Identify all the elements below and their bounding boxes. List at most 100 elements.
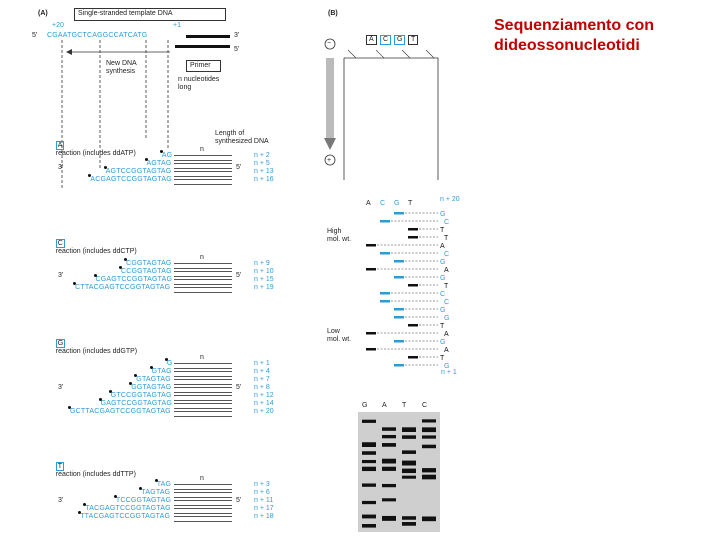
fragment-3prime: 3': [58, 272, 64, 279]
primer-line: [174, 484, 232, 490]
read-base: C: [444, 299, 449, 306]
fragment-length: n + 20: [254, 408, 274, 415]
autorad-band: [382, 443, 396, 447]
fragment-5prime: 5': [236, 164, 242, 171]
well-label: G: [394, 35, 406, 45]
primer-line: [174, 279, 232, 285]
fragment-length: n + 4: [254, 368, 270, 375]
primer-line: [174, 155, 232, 161]
gel-band: [408, 356, 418, 359]
template-sequence: CGAATGCTCAGGCCATCATG: [47, 32, 148, 39]
n-label: n: [200, 475, 204, 482]
read-base: T: [444, 283, 449, 290]
primer-label: Primer: [190, 62, 211, 69]
read-base: G: [440, 259, 445, 266]
read-base: T: [440, 323, 445, 330]
template-3prime: 3': [234, 32, 240, 39]
lane-label: T: [408, 200, 413, 207]
template-label: Single-stranded template DNA: [78, 10, 173, 17]
n-label: n: [200, 146, 204, 153]
gel-band: [366, 268, 376, 271]
fragment-length: n + 3: [254, 481, 270, 488]
reaction-a: A reaction (includes ddATP): [48, 134, 278, 166]
dideoxy-marker: [124, 258, 128, 261]
lane-label: G: [394, 200, 400, 207]
gel-band: [408, 284, 418, 287]
autorad-band: [362, 451, 376, 455]
autorad-band: [422, 468, 436, 473]
autorad-band: [362, 466, 376, 472]
fragment-sequence: CGAGTCCGGTAGTAG: [95, 276, 173, 283]
gel-band: [394, 212, 404, 215]
reaction-t-text: reaction (includes ddTTP): [55, 471, 136, 478]
gel-apparatus: [324, 38, 439, 180]
reaction-g: G reaction (includes ddGTP): [48, 332, 278, 364]
fragment-length: n + 6: [254, 489, 270, 496]
primer-line: [174, 516, 232, 522]
primer-line: [174, 287, 232, 293]
gel-band: [394, 260, 404, 263]
well-label: C: [380, 35, 392, 45]
autorad-band: [402, 450, 416, 454]
read-base: G: [440, 211, 445, 218]
autorad-lane-label: C: [422, 402, 428, 409]
gel-band: [380, 292, 390, 295]
autorad-band: [402, 427, 416, 432]
bottom-length-label: n + 1: [441, 369, 457, 376]
gel-band: [366, 244, 376, 247]
fragment-sequence: AGTCCGGTAGTAG: [105, 168, 172, 175]
autorad-band: [402, 435, 416, 439]
primer-line: [174, 387, 232, 393]
gel-band: [380, 220, 390, 223]
primer-line: [174, 411, 232, 417]
autorad-lane-label: T: [402, 402, 407, 409]
dideoxy-marker: [83, 503, 87, 506]
template-5prime: 5': [32, 32, 38, 39]
minus-sign: −: [327, 40, 332, 47]
dideoxy-marker: [139, 487, 143, 490]
autoradiograph: [358, 412, 440, 532]
fragment-length: n + 14: [254, 400, 274, 407]
fragment-sequence: G: [166, 360, 173, 367]
fragment-sequence: TACGAGTCCGGTAGTAG: [85, 505, 171, 512]
read-base: C: [444, 219, 449, 226]
pos-plus20: +20: [52, 22, 64, 29]
dideoxy-marker: [88, 174, 92, 177]
autorad-band: [362, 500, 376, 505]
dideoxy-marker: [129, 382, 133, 385]
primer-line: [174, 179, 232, 185]
autorad-band: [362, 514, 376, 519]
autorad-band: [382, 434, 396, 439]
dideoxy-marker: [134, 374, 138, 377]
autorad-band: [382, 515, 396, 521]
fragment-sequence: GAGTCCGGTAGTAG: [100, 400, 172, 407]
reaction-t: T reaction (includes ddTTP): [48, 455, 278, 487]
autorad-band: [362, 442, 376, 447]
template-label-box: Single-stranded template DNA: [74, 8, 226, 21]
read-base: C: [440, 291, 445, 298]
primer-box: Primer: [186, 60, 221, 72]
dideoxy-marker: [113, 495, 117, 498]
autorad-band: [402, 468, 416, 474]
fragment-length: n + 8: [254, 384, 270, 391]
read-base: G: [440, 307, 445, 314]
fragment-length: n + 7: [254, 376, 270, 383]
primer-line: [174, 500, 232, 506]
n-label: n: [200, 354, 204, 361]
fragment-length: n + 1: [254, 360, 270, 367]
read-base: A: [444, 331, 449, 338]
reaction-a-title: A reaction (includes ddATP): [48, 134, 278, 166]
fragment-length: n + 19: [254, 284, 274, 291]
n-nucleotides-label: n nucleotides long: [178, 76, 220, 91]
panel-b-label: (B): [328, 10, 338, 17]
autorad-lane-label: G: [362, 402, 368, 409]
low-mw-label: Low mol. wt.: [327, 328, 352, 343]
fragment-sequence: ACGAGTCCGGTAGTAG: [90, 176, 172, 183]
primer-line: [174, 492, 232, 498]
primer-line: [174, 395, 232, 401]
dideoxy-marker: [149, 366, 153, 369]
read-base: T: [444, 235, 449, 242]
fragment-sequence: GTCCGGTAGTAG: [110, 392, 172, 399]
fragment-length: n + 15: [254, 276, 274, 283]
length-header: Length of synthesized DNA: [215, 130, 269, 145]
